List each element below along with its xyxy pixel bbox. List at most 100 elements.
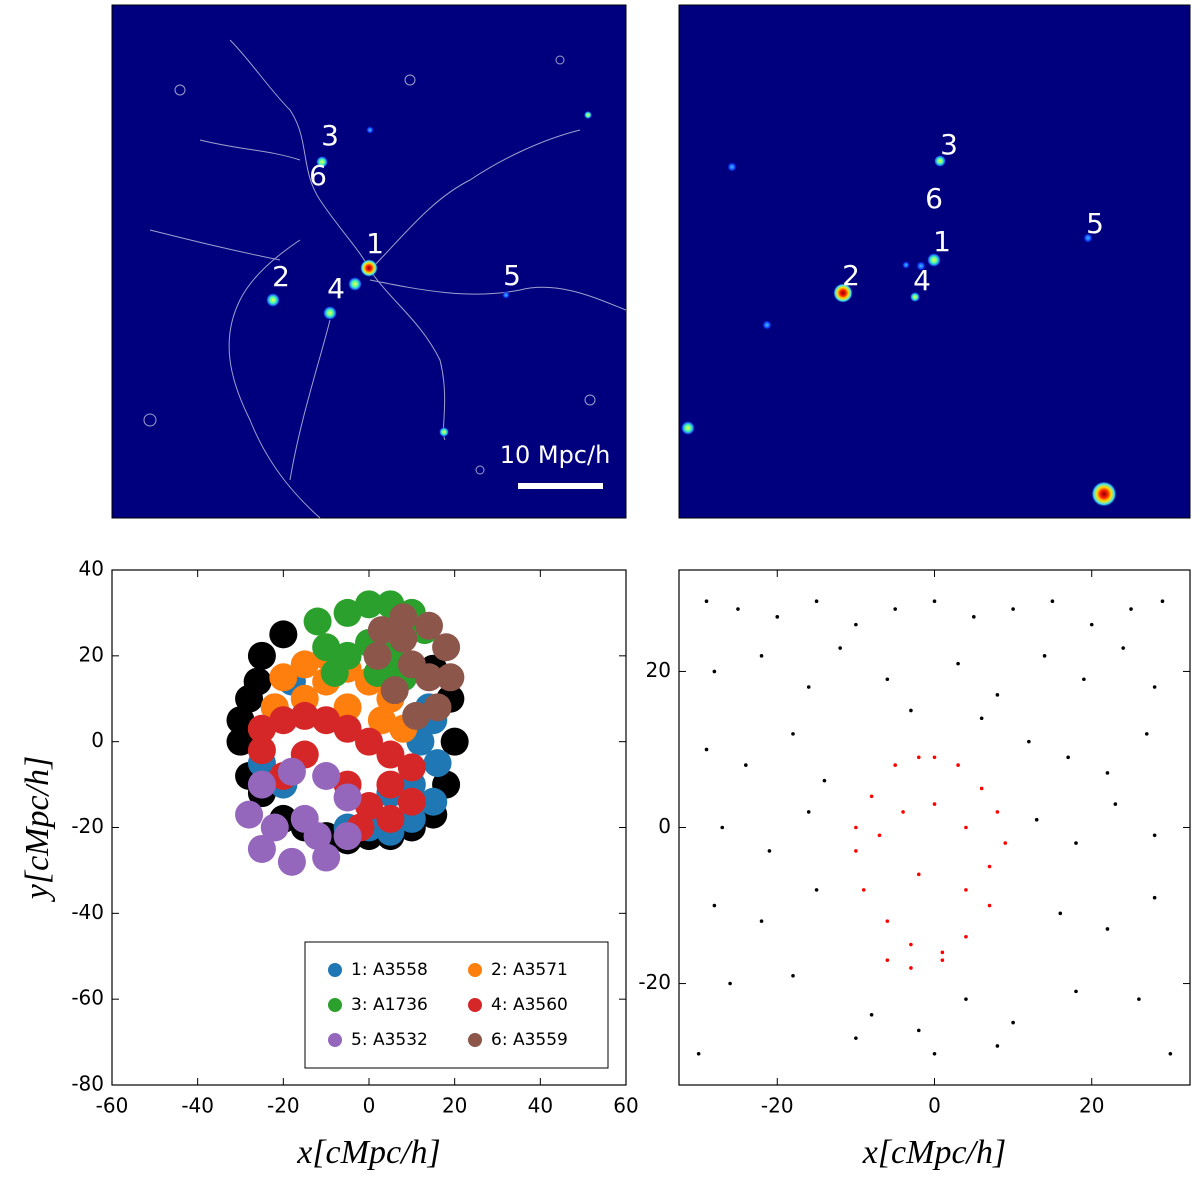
annotation: 6 (309, 159, 327, 192)
legend-marker (328, 1033, 342, 1047)
y-tick-label: -80 (71, 1072, 104, 1096)
point (775, 615, 780, 619)
blob (934, 155, 946, 167)
point (312, 843, 341, 872)
points (696, 599, 1173, 1056)
point (956, 763, 960, 767)
x-axis-label: x[cMpc/h] (862, 1134, 1007, 1171)
y-tick-label: 20 (79, 642, 104, 666)
x-tick-label: 20 (442, 1094, 467, 1118)
point (1113, 802, 1118, 806)
x-tick-label: -40 (181, 1094, 214, 1118)
point (877, 833, 882, 838)
point (869, 1012, 874, 1017)
point (290, 650, 319, 679)
point (1152, 895, 1157, 900)
point (312, 706, 341, 735)
x-axis-label: x[cMpc/h] (296, 1134, 441, 1171)
blob (1083, 233, 1093, 243)
point (355, 590, 383, 619)
point (814, 888, 819, 892)
scale-bar-label: 10 Mpc/h (500, 441, 611, 469)
point (704, 599, 709, 604)
point (838, 646, 842, 650)
point (712, 669, 717, 674)
point (367, 706, 396, 735)
point (247, 834, 276, 863)
blob (316, 156, 328, 168)
legend-frame (304, 941, 609, 1069)
point (767, 849, 772, 853)
legend-label: 5: A3532 (351, 1030, 428, 1050)
point (964, 934, 968, 939)
point (854, 825, 858, 830)
point (791, 973, 795, 978)
legend-marker (468, 963, 482, 977)
point (1160, 599, 1165, 604)
point (759, 919, 764, 923)
point (1003, 841, 1008, 845)
point (355, 727, 383, 756)
point (333, 598, 362, 627)
point (1034, 817, 1039, 822)
y-tick-label: 0 (658, 814, 671, 838)
blob (916, 261, 926, 271)
point (712, 903, 717, 908)
point (995, 1044, 1000, 1048)
point (1050, 599, 1055, 604)
contours (143, 39, 627, 519)
point (964, 997, 968, 1001)
annotation: 3 (940, 128, 958, 161)
contour-line (149, 39, 627, 519)
point (995, 693, 1000, 697)
annotation: 4 (913, 264, 931, 297)
point (247, 641, 276, 670)
point (333, 714, 362, 743)
point (1105, 771, 1110, 775)
point (940, 958, 945, 962)
x-tick-label: 60 (613, 1094, 638, 1118)
y-tick-label: 20 (646, 658, 671, 682)
point (277, 847, 306, 876)
point (303, 607, 332, 636)
point (1066, 755, 1070, 760)
point (854, 1036, 858, 1040)
plot: -60 -40 -20 0 20 40 60-80-60-40-2002040x[cMpc/… (19, 557, 639, 1171)
point (964, 825, 968, 830)
point (226, 706, 255, 735)
legend-label: 3: A1736 (351, 995, 428, 1015)
contour-line (143, 413, 157, 427)
point (995, 810, 1000, 814)
y-tick-label: -60 (71, 986, 104, 1010)
contour-line (404, 74, 416, 86)
blob (727, 162, 737, 172)
point (269, 663, 298, 692)
blob (762, 320, 772, 330)
point (312, 633, 341, 662)
contour-line (584, 394, 596, 406)
point (1121, 646, 1125, 650)
point (1152, 685, 1157, 689)
blob (360, 259, 378, 277)
point (932, 599, 937, 604)
point (720, 825, 725, 830)
y-tick-label: -20 (71, 814, 104, 838)
blob (902, 261, 910, 269)
annotation: 5 (1086, 207, 1104, 240)
blob (502, 291, 510, 299)
x-tick-label: -20 (761, 1094, 794, 1118)
y-tick-label: 0 (91, 728, 104, 752)
blob (927, 253, 941, 267)
x-tick-label: -60 (96, 1094, 129, 1118)
y-axis-label: y[cMpc/h] (19, 756, 56, 903)
point (869, 794, 874, 799)
point (791, 732, 795, 736)
point (916, 872, 921, 877)
point (979, 786, 984, 791)
point (987, 864, 992, 869)
blob (266, 293, 280, 307)
x-tick-label: -20 (267, 1094, 300, 1118)
point (806, 685, 811, 689)
point (269, 706, 298, 735)
